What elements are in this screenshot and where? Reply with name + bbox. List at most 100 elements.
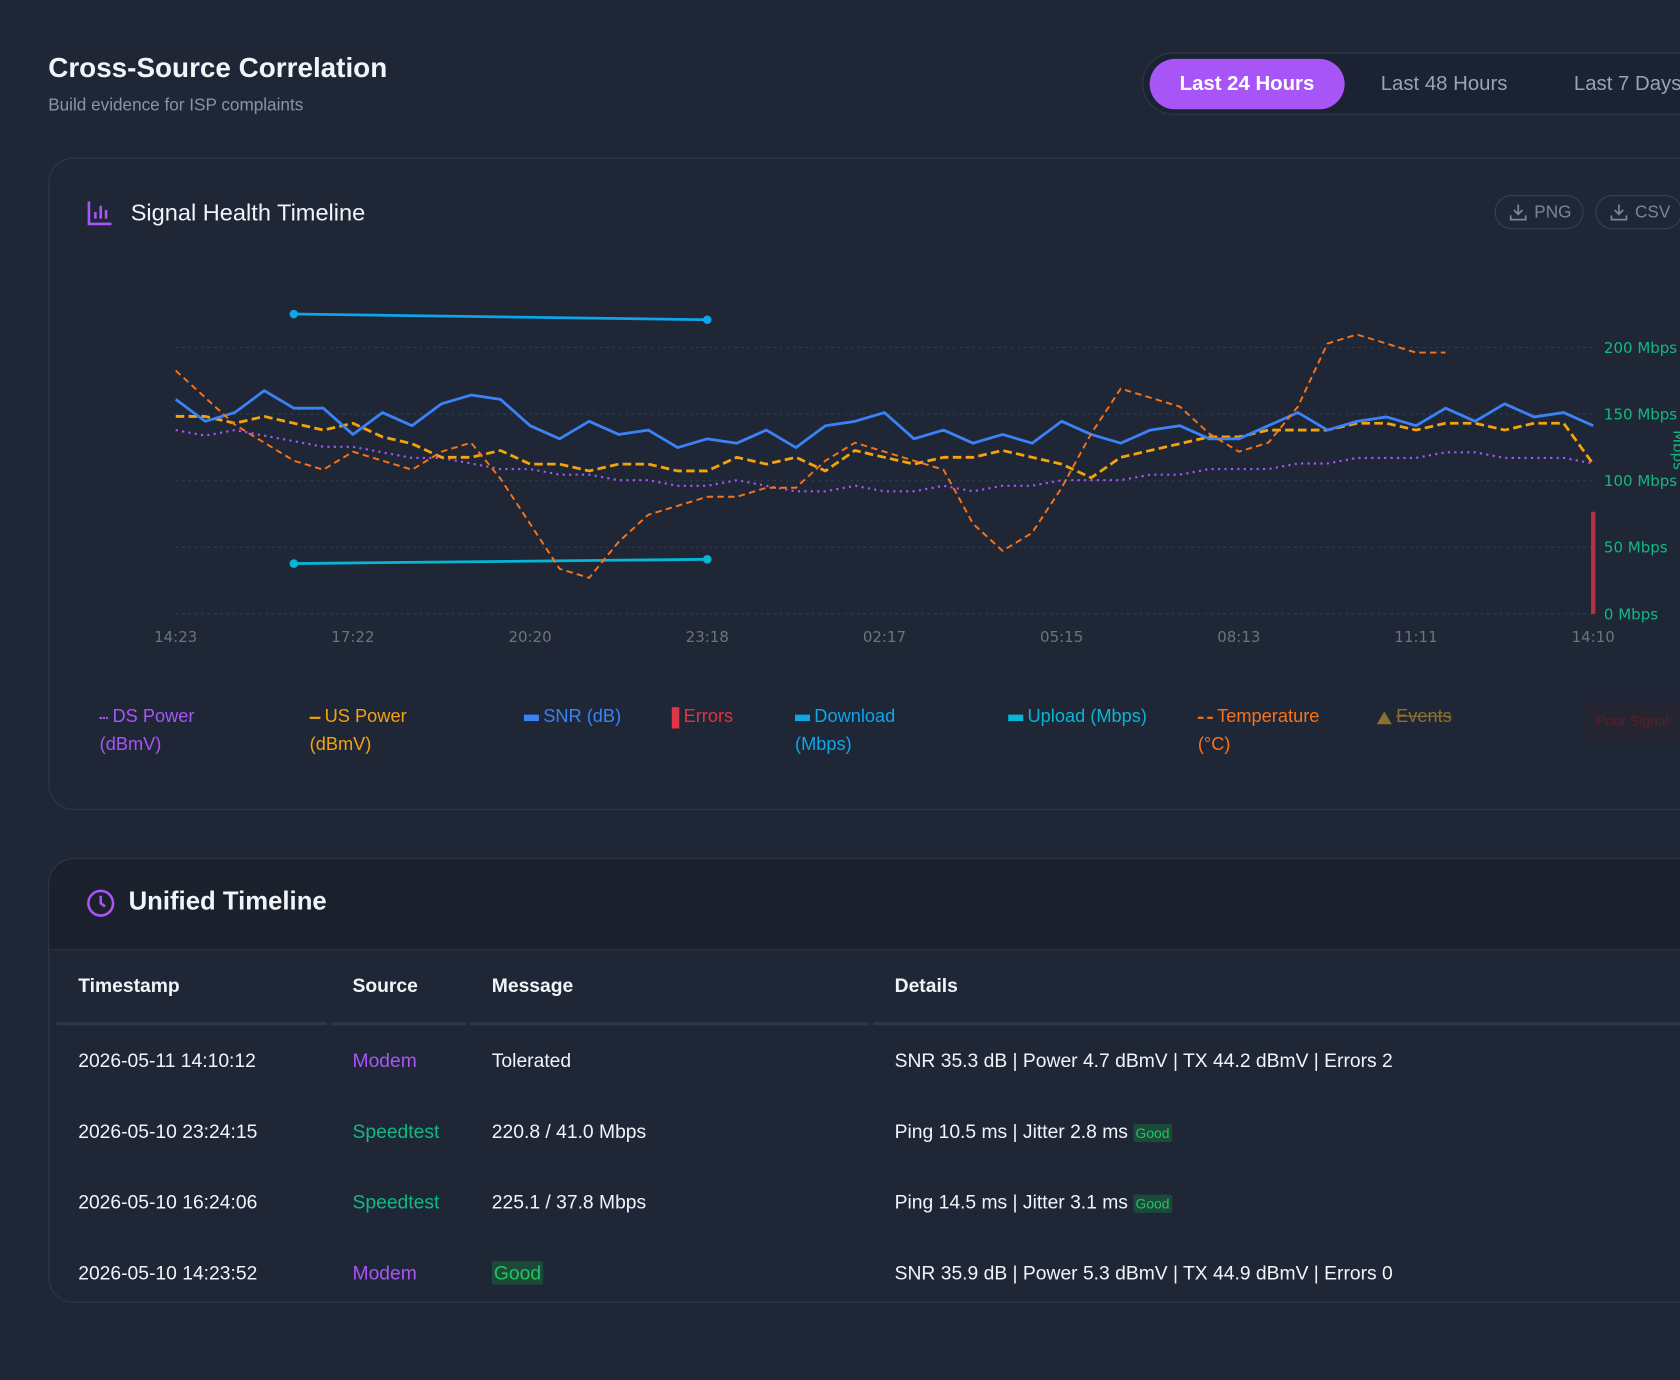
x-tick-label: 14:23 bbox=[154, 628, 197, 646]
legend-marker bbox=[1197, 716, 1213, 719]
column-header: Details bbox=[873, 949, 1680, 1026]
y-axis-label: Mbps bbox=[1670, 430, 1680, 470]
series-line bbox=[175, 429, 1594, 493]
timestamp-cell: 2026-05-11 14:10:12 bbox=[78, 1049, 256, 1071]
x-tick-label: 17:22 bbox=[331, 628, 374, 646]
card-title: Signal Health Timeline bbox=[130, 199, 366, 227]
status-badge: Good bbox=[491, 1260, 544, 1285]
legend-label: SNR (dB) bbox=[543, 706, 622, 727]
series-line bbox=[174, 389, 1594, 449]
source-cell: Speedtest bbox=[352, 1120, 440, 1142]
source-cell: Speedtest bbox=[352, 1190, 440, 1213]
range-tab[interactable]: Last 7 Days bbox=[1573, 72, 1680, 95]
x-tick-label: 23:18 bbox=[686, 628, 729, 646]
message-text: 220.8 / 41.0 Mbps bbox=[491, 1120, 647, 1142]
error-bar bbox=[1591, 511, 1596, 614]
legend-marker bbox=[671, 706, 680, 729]
table-row: 2026-05-10 23:24:15 Speedtest 220.8 / 41.0… bbox=[57, 1096, 1680, 1167]
legend-label: Events bbox=[1396, 706, 1452, 727]
x-tick-label: 08:13 bbox=[1217, 628, 1260, 646]
legend-label: Temperature (°C) bbox=[1197, 706, 1320, 755]
timestamp-cell: 2026-05-10 14:23:52 bbox=[78, 1261, 258, 1284]
column-header: Timestamp bbox=[56, 949, 327, 1026]
source-cell: Modem bbox=[352, 1261, 417, 1284]
page-subtitle: Build evidence for ISP complaints bbox=[48, 96, 304, 115]
legend-item[interactable]: Upload (Mbps) bbox=[1008, 703, 1147, 731]
details-cell: SNR 35.9 dB | Power 5.3 dBmV | TX 44.9 d… bbox=[873, 1238, 1680, 1302]
details-cell: SNR 35.3 dB | Power 4.7 dBmV | TX 44.2 d… bbox=[873, 1025, 1680, 1096]
legend-item[interactable]: US Power (dBmV) bbox=[309, 703, 449, 759]
legend-item[interactable]: Poor Signal bbox=[1583, 702, 1680, 740]
table-row: 2026-05-10 16:24:06 Speedtest 225.1 / 37.8… bbox=[57, 1167, 1680, 1238]
legend-marker bbox=[795, 714, 811, 721]
message-cell: 225.1 / 37.8 Mbps bbox=[470, 1167, 869, 1238]
series-point bbox=[289, 559, 299, 568]
message-text: Tolerated bbox=[491, 1049, 572, 1071]
legend-label: US Power (dBmV) bbox=[309, 706, 407, 755]
legend-marker bbox=[523, 714, 539, 721]
series-line bbox=[293, 312, 708, 322]
legend-item[interactable]: Temperature (°C) bbox=[1197, 703, 1337, 759]
y-tick-label: 150 Mbps bbox=[1604, 405, 1677, 423]
timestamp-cell: 2026-05-10 16:24:06 bbox=[78, 1190, 258, 1213]
legend-item[interactable]: SNR (dB) bbox=[523, 703, 622, 731]
legend-item[interactable]: DS Power (dBmV) bbox=[99, 703, 239, 759]
details-text: Ping 10.5 ms | Jitter 2.8 ms bbox=[894, 1120, 1128, 1142]
timestamp-cell: 2026-05-10 23:24:15 bbox=[78, 1120, 258, 1142]
chart-icon bbox=[87, 201, 112, 226]
legend-label: Poor Signal bbox=[1596, 712, 1669, 729]
png-button[interactable]: PNG bbox=[1494, 195, 1584, 230]
details-cell: Ping 14.5 ms | Jitter 3.1 ms Good bbox=[873, 1167, 1680, 1238]
y-tick-label: 0 Mbps bbox=[1604, 605, 1658, 623]
table-row: 2026-05-10 14:23:52 Modem Good SNR 35.9 dB … bbox=[57, 1238, 1680, 1302]
x-tick-label: 11:11 bbox=[1394, 628, 1437, 646]
page-title: Cross-Source Correlation bbox=[48, 51, 388, 84]
message-cell: 220.8 / 41.0 Mbps bbox=[470, 1096, 869, 1167]
table-row: 2026-05-11 14:10:12 Modem Tolerated SNR 35.… bbox=[57, 1025, 1680, 1096]
legend-marker bbox=[1008, 714, 1024, 721]
legend-item[interactable]: Errors bbox=[671, 703, 734, 731]
status-badge: Good bbox=[1133, 1194, 1172, 1213]
column-header: Source bbox=[331, 949, 467, 1026]
x-tick-label: 14:10 bbox=[1572, 628, 1615, 646]
y-tick-label: 50 Mbps bbox=[1604, 539, 1668, 557]
range-tab[interactable]: Last 48 Hours bbox=[1380, 72, 1508, 95]
message-cell: Tolerated bbox=[470, 1025, 869, 1096]
legend-item[interactable]: Events bbox=[1376, 703, 1452, 731]
timeline-title: Unified Timeline bbox=[128, 887, 327, 917]
series-line bbox=[293, 557, 708, 565]
legend-marker bbox=[1376, 710, 1392, 724]
details-cell: Ping 10.5 ms | Jitter 2.8 ms Good bbox=[873, 1096, 1680, 1167]
source-cell: Modem bbox=[352, 1049, 417, 1071]
y-tick-label: 100 Mbps bbox=[1604, 472, 1677, 490]
series-point bbox=[702, 555, 712, 564]
series-line bbox=[175, 333, 1446, 579]
series-point bbox=[289, 309, 299, 319]
x-tick-label: 20:20 bbox=[508, 628, 551, 646]
details-text: SNR 35.9 dB | Power 5.3 dBmV | TX 44.9 d… bbox=[894, 1261, 1393, 1284]
range-tabs: Last 24 Hours Last 48 Hours Last 7 Days bbox=[1142, 52, 1680, 115]
legend-label: Download (Mbps) bbox=[795, 706, 896, 755]
message-text: 225.1 / 37.8 Mbps bbox=[491, 1190, 647, 1213]
legend-label: Upload (Mbps) bbox=[1027, 706, 1147, 727]
timeline-table: Timestamp Source Message Details 2026-05-11 … bbox=[53, 949, 1680, 1302]
y-tick-label: 200 Mbps bbox=[1604, 339, 1677, 357]
details-text: SNR 35.3 dB | Power 4.7 dBmV | TX 44.2 d… bbox=[894, 1049, 1393, 1071]
clock-icon bbox=[87, 889, 115, 917]
legend-item[interactable]: Download (Mbps) bbox=[795, 703, 934, 759]
legend: DS Power (dBmV) US Power (dBmV) SNR (dB) Er… bbox=[99, 702, 1680, 767]
legend-label: Errors bbox=[683, 706, 734, 727]
range-tab[interactable]: Last 24 Hours bbox=[1149, 58, 1345, 109]
series-point bbox=[702, 315, 712, 325]
legend-marker bbox=[309, 716, 321, 719]
chart-card bbox=[48, 157, 1680, 811]
details-text: Ping 14.5 ms | Jitter 3.1 ms bbox=[894, 1190, 1128, 1213]
x-tick-label: 05:15 bbox=[1040, 628, 1083, 646]
csv-button[interactable]: CSV bbox=[1595, 195, 1680, 230]
status-badge: Good bbox=[1133, 1123, 1172, 1142]
x-tick-label: 02:17 bbox=[863, 628, 906, 646]
timeline-header bbox=[49, 859, 1680, 951]
legend-label: DS Power (dBmV) bbox=[99, 706, 195, 755]
